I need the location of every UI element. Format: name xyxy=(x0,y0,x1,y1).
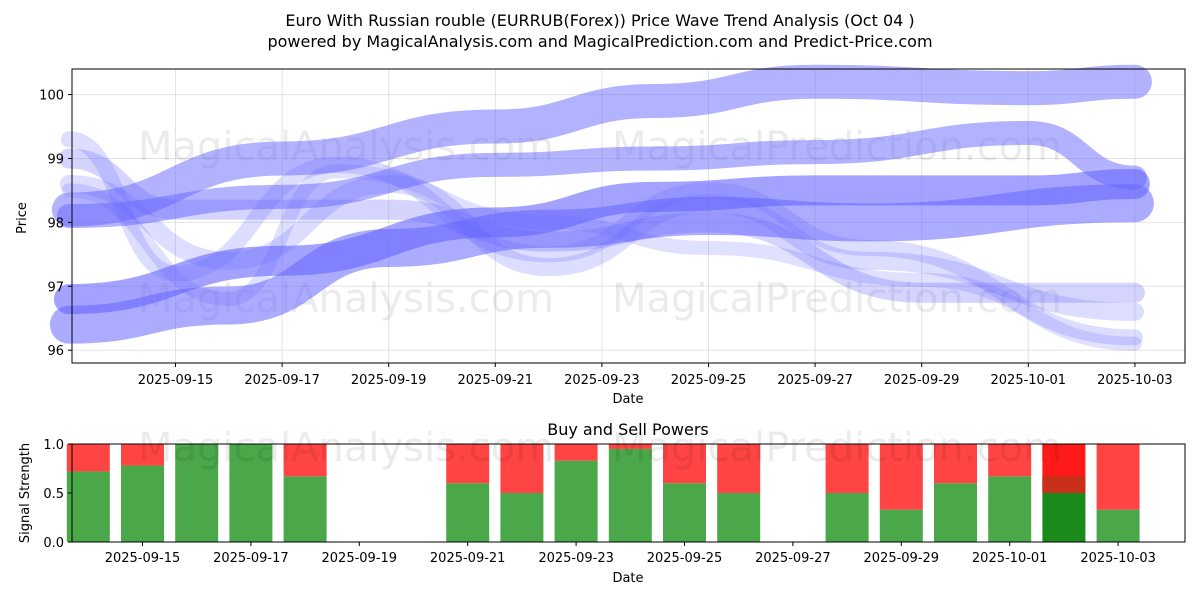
sell-bar xyxy=(121,444,164,466)
buy-bar xyxy=(175,444,219,542)
powers-y-tick-label: 0.0 xyxy=(43,536,64,551)
price-x-tick-label: 2025-09-15 xyxy=(138,373,214,388)
overlap-bar xyxy=(1042,476,1086,493)
sell-bar xyxy=(1096,444,1140,510)
price-y-tick-label: 98 xyxy=(47,216,64,231)
powers-x-tick-label: 2025-09-29 xyxy=(864,551,940,566)
price-y-tick-label: 99 xyxy=(47,152,64,167)
powers-x-tick-label: 2025-09-25 xyxy=(647,551,723,566)
sell-bar xyxy=(825,444,869,493)
buy-bar xyxy=(825,493,869,542)
powers-x-tick-label: 2025-09-21 xyxy=(430,551,506,566)
price-x-tick-label: 2025-09-17 xyxy=(244,373,320,388)
buy-bar xyxy=(229,444,273,542)
price-wave-bands xyxy=(49,64,1154,351)
powers-x-axis-label: Date xyxy=(612,571,643,586)
price-x-tick-label: 2025-09-21 xyxy=(458,373,534,388)
wave-band-3 xyxy=(53,169,1150,315)
price-x-tick-label: 2025-09-27 xyxy=(777,373,853,388)
powers-x-tick-label: 2025-09-15 xyxy=(105,551,181,566)
powers-x-tick-label: 2025-10-03 xyxy=(1080,551,1156,566)
watermark-analysis-bottom: MagicalAnalysis.com xyxy=(138,425,554,471)
price-x-axis-label: Date xyxy=(612,392,643,407)
buy-bar xyxy=(446,483,490,542)
price-axes: 2025-09-15 2025-09-17 2025-09-19 2025-09-21… xyxy=(39,89,1173,388)
price-y-tick-label: 97 xyxy=(47,280,64,295)
buy-bar xyxy=(663,483,706,542)
sell-bar xyxy=(554,444,598,461)
sell-bar xyxy=(283,444,327,477)
price-x-tick-label: 2025-09-29 xyxy=(884,373,960,388)
wave-band-1 xyxy=(51,64,1152,227)
powers-watermarks: MagicalAnalysis.com MagicalPrediction.co… xyxy=(138,425,1062,471)
price-y-axis-label: Price xyxy=(15,202,30,234)
buy-bar xyxy=(717,493,761,542)
buy-bar xyxy=(1096,509,1140,542)
price-y-tick-label: 100 xyxy=(39,89,64,104)
sell-bar xyxy=(446,444,490,484)
sell-bar xyxy=(66,444,110,472)
sell-bar xyxy=(879,444,923,510)
buy-bar xyxy=(554,460,598,542)
sell-bar xyxy=(934,444,977,484)
powers-y-tick-label: 1.0 xyxy=(43,438,64,453)
wave-band-2 xyxy=(56,120,1147,228)
powers-x-tick-label: 2025-09-27 xyxy=(755,551,831,566)
powers-x-tick-label: 2025-09-19 xyxy=(322,551,398,566)
sell-bar xyxy=(717,444,761,493)
price-x-tick-label: 2025-09-23 xyxy=(564,373,640,388)
price-x-tick-label: 2025-09-19 xyxy=(351,373,427,388)
sell-bar xyxy=(500,444,544,493)
watermark-prediction-bottom: MagicalPrediction.com xyxy=(612,425,1062,471)
buy-bar xyxy=(879,509,923,542)
sell-bar xyxy=(663,444,706,484)
buy-bar xyxy=(934,483,977,542)
powers-x-tick-label: 2025-10-01 xyxy=(972,551,1048,566)
buy-bar xyxy=(121,465,164,542)
buy-bar xyxy=(283,476,327,542)
price-x-tick-label: 2025-10-01 xyxy=(991,373,1067,388)
wave-band-6 xyxy=(59,175,1144,321)
chart-subtitle: powered by MagicalAnalysis.com and Magic… xyxy=(267,32,932,51)
price-y-tick-label: 96 xyxy=(47,344,64,359)
sell-bar xyxy=(608,444,652,449)
wave-band-7 xyxy=(58,148,1145,303)
buy-bar xyxy=(988,476,1032,542)
price-plot-frame xyxy=(71,68,1186,364)
buy-bar xyxy=(66,471,110,542)
wave-band-5 xyxy=(60,131,1143,346)
chart-title: Euro With Russian rouble (EURRUB(Forex))… xyxy=(285,11,914,30)
price-x-tick-label: 2025-09-25 xyxy=(671,373,747,388)
powers-axes: 2025-09-15 2025-09-17 2025-09-19 2025-09-21… xyxy=(43,438,1156,566)
powers-y-tick-label: 0.5 xyxy=(43,487,64,502)
powers-x-tick-label: 2025-09-17 xyxy=(213,551,289,566)
price-x-tick-label: 2025-10-03 xyxy=(1097,373,1173,388)
sell-bar xyxy=(988,444,1032,477)
powers-title: Buy and Sell Powers xyxy=(547,420,709,439)
wave-band-8 xyxy=(61,164,1142,351)
wave-band-4 xyxy=(49,184,1154,344)
powers-x-tick-label: 2025-09-23 xyxy=(538,551,614,566)
buy-bar xyxy=(500,493,544,542)
powers-y-axis-label: Signal Strength xyxy=(18,443,33,543)
powers-bars xyxy=(66,444,1140,542)
watermark-prediction-lower: MagicalPrediction.com xyxy=(612,276,1062,322)
buy-bar xyxy=(608,448,652,542)
